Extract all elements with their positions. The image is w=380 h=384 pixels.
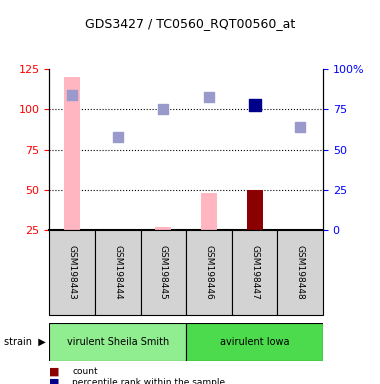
Text: strain  ▶: strain ▶ [4,337,46,347]
FancyBboxPatch shape [186,230,232,315]
FancyBboxPatch shape [277,230,323,315]
Text: virulent Sheila Smith: virulent Sheila Smith [66,337,169,347]
FancyBboxPatch shape [186,323,323,361]
Text: avirulent Iowa: avirulent Iowa [220,337,289,347]
Text: GSM198444: GSM198444 [113,245,122,300]
Text: GSM198446: GSM198446 [204,245,214,300]
FancyBboxPatch shape [141,230,186,315]
Text: GSM198447: GSM198447 [250,245,259,300]
Point [69,92,75,98]
FancyBboxPatch shape [95,230,141,315]
Point [160,106,166,113]
Text: ■: ■ [49,367,60,377]
FancyBboxPatch shape [49,323,186,361]
Point [297,124,303,130]
Bar [64,77,80,230]
Text: count: count [72,367,98,376]
FancyBboxPatch shape [49,230,95,315]
Text: GSM198448: GSM198448 [296,245,305,300]
Point [206,93,212,99]
Text: GSM198445: GSM198445 [159,245,168,300]
FancyBboxPatch shape [232,230,277,315]
Point [252,101,258,108]
Bar [110,230,126,268]
Bar [292,230,308,268]
Bar [155,227,171,230]
Text: GDS3427 / TC0560_RQT00560_at: GDS3427 / TC0560_RQT00560_at [85,17,295,30]
Text: percentile rank within the sample: percentile rank within the sample [72,378,225,384]
Point [115,134,121,140]
Text: GSM198443: GSM198443 [68,245,77,300]
Bar [247,190,263,230]
Text: ■: ■ [49,377,60,384]
Bar [201,193,217,230]
